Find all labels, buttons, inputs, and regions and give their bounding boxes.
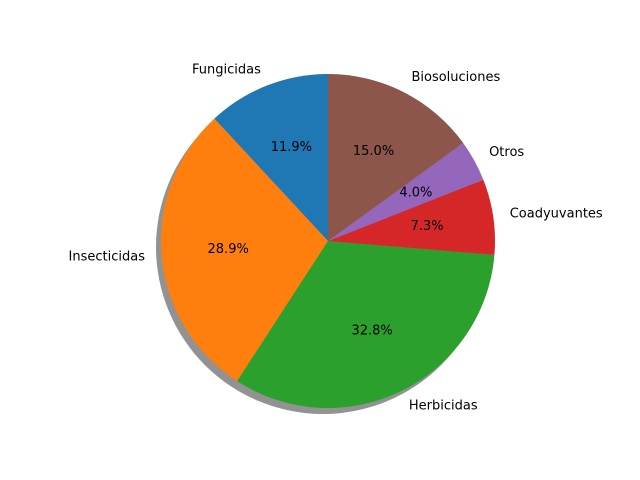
pie-slice-herbicidas [237, 241, 495, 408]
slice-label-otros: Otros [489, 145, 524, 160]
pct-label-insecticidas: 28.9% [208, 242, 249, 257]
pct-label-biosoluciones: 15.0% [353, 144, 394, 159]
pie-labels: Fungicidas 11.9% Insecticidas 28.9% Herbicid… [69, 63, 603, 414]
pie-slice-coadyuvantes [328, 179, 495, 255]
pct-label-fungicidas: 11.9% [271, 140, 312, 155]
slice-label-herbicidas: Herbicidas [409, 398, 478, 413]
slice-label-coadyuvantes: Coadyuvantes [510, 207, 603, 222]
pie-slices [161, 74, 495, 408]
slice-label-biosoluciones: Biosoluciones [411, 70, 500, 85]
slice-label-insecticidas: Insecticidas [69, 249, 146, 264]
pct-label-herbicidas: 32.8% [351, 323, 392, 338]
pct-label-coadyuvantes: 7.3% [411, 219, 444, 234]
pie-slice-insecticidas [161, 118, 328, 382]
pct-label-otros: 4.0% [399, 185, 432, 200]
slice-label-fungicidas: Fungicidas [192, 63, 261, 78]
pie-slice-biosoluciones [328, 74, 464, 241]
pie-slice-otros [328, 142, 484, 241]
pie-slice-fungicidas [214, 74, 328, 241]
